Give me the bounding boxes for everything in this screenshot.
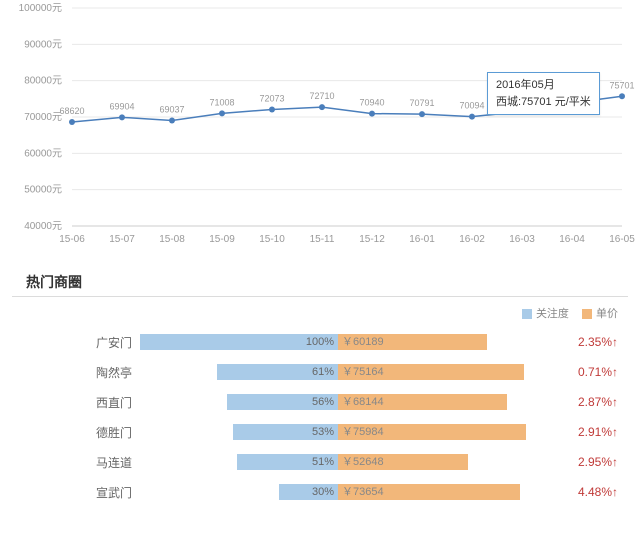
price-bar: ￥75164 — [338, 364, 524, 380]
svg-text:15-06: 15-06 — [59, 234, 85, 245]
attention-value: 51% — [312, 454, 334, 470]
svg-text:80000元: 80000元 — [24, 76, 62, 87]
svg-text:15-09: 15-09 — [209, 234, 235, 245]
hot-area-name: 广安门 — [0, 334, 140, 351]
svg-text:100000元: 100000元 — [19, 3, 62, 14]
hot-area-name: 马连道 — [0, 454, 140, 471]
svg-text:16-04: 16-04 — [559, 234, 585, 245]
svg-text:68620: 68620 — [59, 106, 84, 116]
svg-text:16-01: 16-01 — [409, 234, 435, 245]
chart-tooltip: 2016年05月 西城:75701 元/平米 — [487, 72, 600, 115]
svg-text:70791: 70791 — [409, 98, 434, 108]
legend-swatch-attention — [522, 309, 532, 319]
price-bar: ￥52648 — [338, 454, 468, 470]
svg-text:75701: 75701 — [609, 80, 634, 90]
price-value: ￥75984 — [342, 424, 384, 440]
price-value: ￥73654 — [342, 484, 384, 500]
hot-area-row: 西直门 56% ￥68144 2.87%↑ — [0, 387, 640, 417]
price-value: ￥52648 — [342, 454, 384, 470]
legend-swatch-price — [582, 309, 592, 319]
svg-text:16-02: 16-02 — [459, 234, 485, 245]
svg-text:40000元: 40000元 — [24, 221, 62, 232]
price-bar: ￥73654 — [338, 484, 520, 500]
svg-text:70940: 70940 — [359, 98, 384, 108]
price-bar: ￥68144 — [338, 394, 507, 410]
attention-bar: 56% — [227, 394, 338, 410]
tooltip-date: 2016年05月 — [496, 77, 591, 94]
svg-text:72710: 72710 — [309, 91, 334, 101]
hot-area-bars: 51% ￥52648 — [140, 447, 548, 477]
hot-areas-list: 广安门 100% ￥60189 2.35%↑ 陶然亭 61% ￥75164 0.71%↑ 西直门… — [0, 327, 640, 507]
attention-bar: 51% — [237, 454, 338, 470]
hot-area-bars: 61% ￥75164 — [140, 357, 548, 387]
hot-areas-title: 热门商圈 — [12, 260, 628, 297]
hot-area-row: 宣武门 30% ￥73654 4.48%↑ — [0, 477, 640, 507]
price-bar: ￥75984 — [338, 424, 526, 440]
hot-area-bars: 30% ￥73654 — [140, 477, 548, 507]
price-change: 0.71%↑ — [548, 365, 618, 379]
svg-text:16-05: 16-05 — [609, 234, 635, 245]
svg-text:15-12: 15-12 — [359, 234, 385, 245]
svg-text:15-07: 15-07 — [109, 234, 135, 245]
attention-bar: 100% — [140, 334, 338, 350]
tooltip-value: 西城:75701 元/平米 — [496, 94, 591, 111]
hot-area-bars: 100% ￥60189 — [140, 327, 548, 357]
svg-text:90000元: 90000元 — [24, 39, 62, 50]
svg-text:60000元: 60000元 — [24, 148, 62, 159]
legend-label-attention: 关注度 — [536, 308, 569, 320]
hot-area-row: 广安门 100% ￥60189 2.35%↑ — [0, 327, 640, 357]
price-trend-chart: 40000元 50000元 60000元 70000元 80000元 90000元 1000… — [0, 0, 640, 260]
hot-area-bars: 56% ￥68144 — [140, 387, 548, 417]
price-bar: ￥60189 — [338, 334, 487, 350]
hot-area-row: 马连道 51% ￥52648 2.95%↑ — [0, 447, 640, 477]
attention-bar: 61% — [217, 364, 338, 380]
hot-area-bars: 53% ￥75984 — [140, 417, 548, 447]
attention-value: 56% — [312, 394, 334, 410]
price-change: 2.95%↑ — [548, 455, 618, 469]
svg-text:69037: 69037 — [159, 104, 184, 114]
attention-value: 30% — [312, 484, 334, 500]
hot-area-row: 陶然亭 61% ￥75164 0.71%↑ — [0, 357, 640, 387]
attention-bar: 53% — [233, 424, 338, 440]
hot-area-name: 陶然亭 — [0, 364, 140, 381]
svg-text:15-10: 15-10 — [259, 234, 285, 245]
hot-area-name: 德胜门 — [0, 424, 140, 441]
hot-area-name: 西直门 — [0, 394, 140, 411]
price-change: 2.35%↑ — [548, 335, 618, 349]
hot-area-row: 德胜门 53% ￥75984 2.91%↑ — [0, 417, 640, 447]
attention-bar: 30% — [279, 484, 338, 500]
svg-text:15-11: 15-11 — [310, 234, 335, 245]
svg-text:70094: 70094 — [459, 101, 484, 111]
legend-label-price: 单价 — [596, 308, 618, 320]
svg-text:72073: 72073 — [259, 93, 284, 103]
svg-text:70000元: 70000元 — [24, 112, 62, 123]
price-value: ￥75164 — [342, 364, 384, 380]
hot-area-name: 宣武门 — [0, 484, 140, 501]
price-change: 2.91%↑ — [548, 425, 618, 439]
attention-value: 100% — [306, 334, 334, 350]
attention-value: 53% — [312, 424, 334, 440]
svg-text:50000元: 50000元 — [24, 185, 62, 196]
attention-value: 61% — [312, 364, 334, 380]
svg-text:69904: 69904 — [109, 101, 134, 111]
price-change: 4.48%↑ — [548, 485, 618, 499]
hot-areas-legend: 关注度 单价 — [0, 297, 640, 327]
svg-text:16-03: 16-03 — [509, 234, 535, 245]
svg-text:71008: 71008 — [209, 97, 234, 107]
price-change: 2.87%↑ — [548, 395, 618, 409]
price-value: ￥68144 — [342, 394, 384, 410]
price-value: ￥60189 — [342, 334, 384, 350]
svg-text:15-08: 15-08 — [159, 234, 185, 245]
